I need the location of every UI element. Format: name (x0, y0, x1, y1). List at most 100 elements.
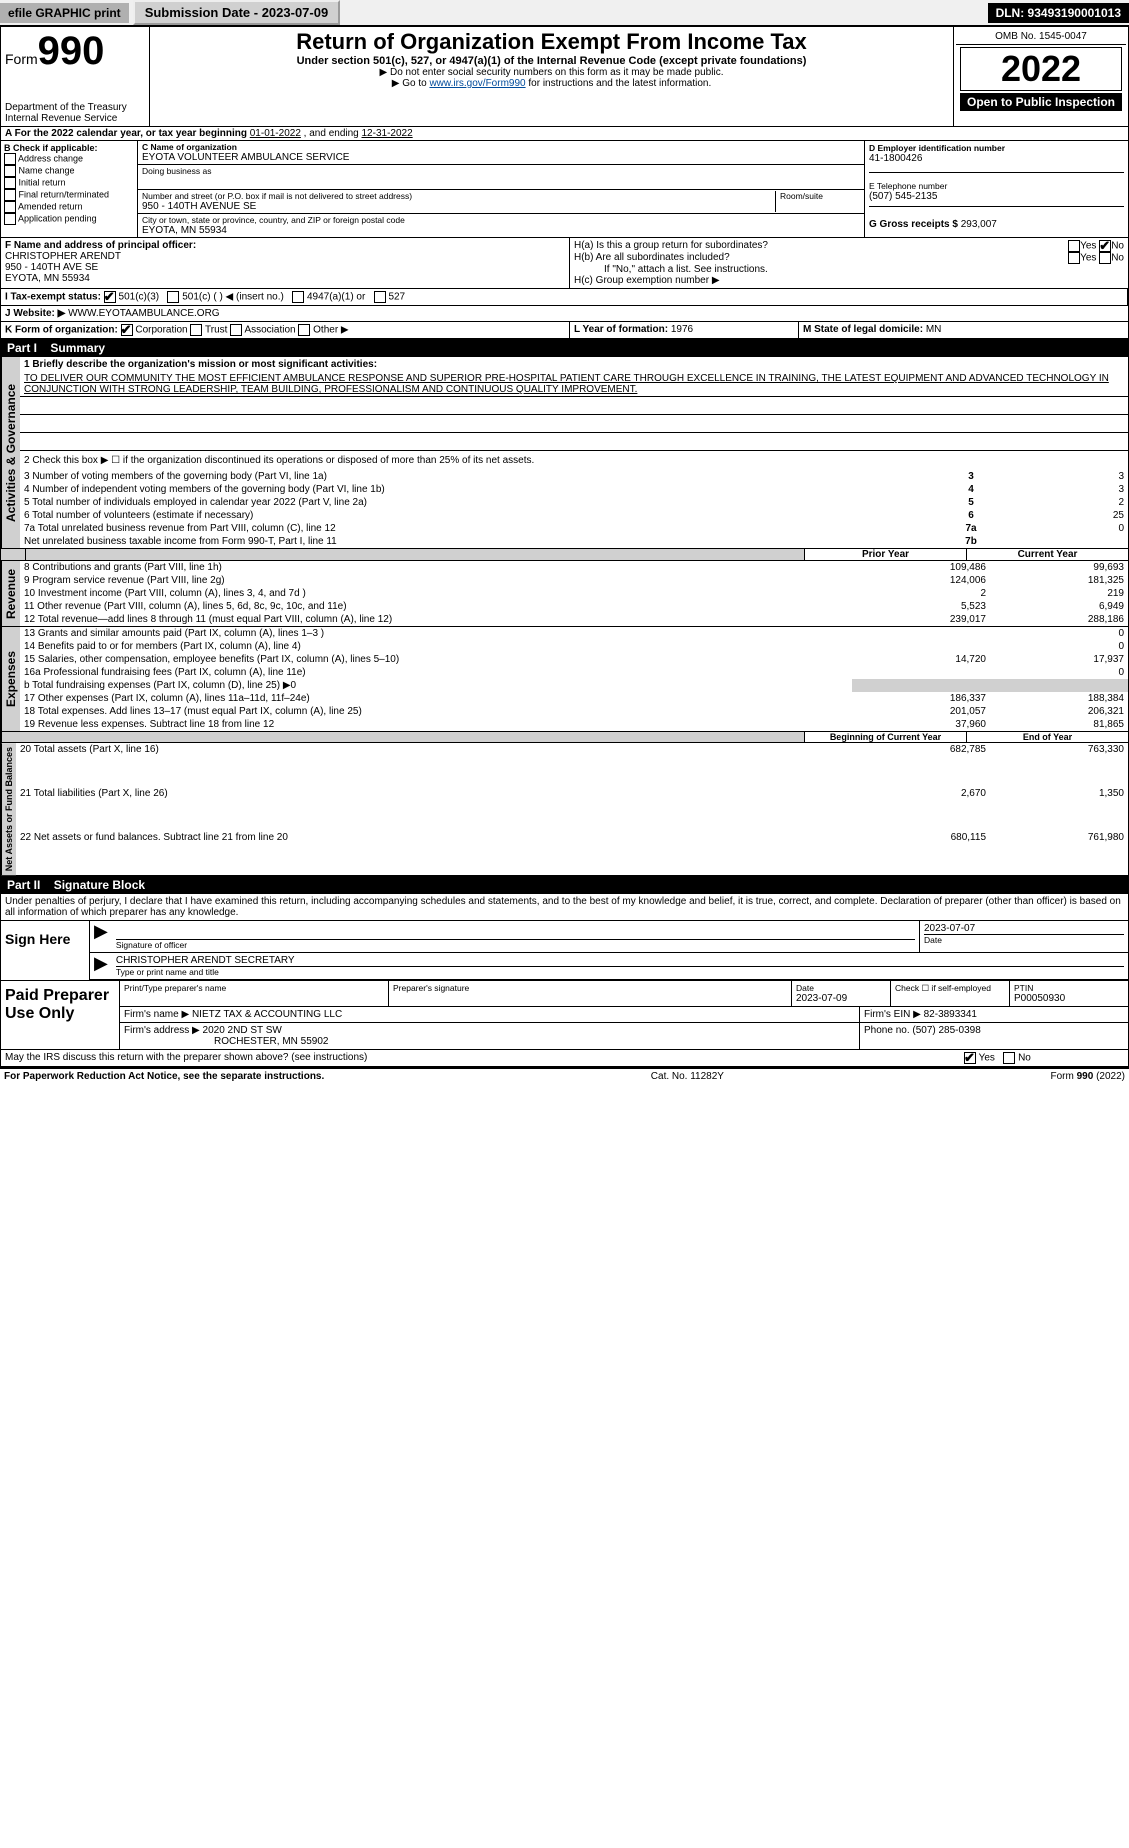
c16b (990, 679, 1128, 692)
n3: 3 (952, 470, 990, 483)
ha-no-checkbox[interactable] (1099, 240, 1111, 252)
officer-name: CHRISTOPHER ARENDT (5, 251, 565, 262)
end-year-header: End of Year (967, 732, 1128, 742)
corp-checkbox[interactable] (121, 324, 133, 336)
q6: 6 Total number of volunteers (estimate i… (20, 509, 952, 522)
r18: 18 Total expenses. Add lines 13–17 (must… (20, 705, 852, 718)
v7a: 0 (990, 522, 1128, 535)
addr-change-label: Address change (18, 153, 83, 163)
501c3-checkbox[interactable] (104, 291, 116, 303)
c9: 181,325 (990, 574, 1128, 587)
r22: 22 Net assets or fund balances. Subtract… (16, 831, 852, 875)
c22: 761,980 (990, 831, 1128, 875)
ha-yes-checkbox[interactable] (1068, 240, 1080, 252)
r9: 9 Program service revenue (Part VIII, li… (20, 574, 852, 587)
sig-officer-label: Signature of officer (116, 939, 915, 950)
netassets-header-row: Beginning of Current Year End of Year (1, 732, 1128, 743)
discuss-yes-checkbox[interactable] (964, 1052, 976, 1064)
dln-label: DLN: 93493190001013 (988, 3, 1129, 23)
mission-text: TO DELIVER OUR COMMUNITY THE MOST EFFICI… (24, 373, 1109, 395)
penalties-text: Under penalties of perjury, I declare th… (1, 894, 1128, 920)
ha-label: H(a) Is this a group return for subordin… (574, 240, 1068, 252)
form-subtitle: Under section 501(c), 527, or 4947(a)(1)… (156, 55, 947, 67)
form-note1: ▶ Do not enter social security numbers o… (156, 67, 947, 78)
assoc-checkbox[interactable] (230, 324, 242, 336)
dept-label: Department of the Treasury (5, 102, 145, 113)
part2-header: Part II Signature Block (1, 876, 1128, 894)
other-checkbox[interactable] (298, 324, 310, 336)
p10: 2 (852, 587, 990, 600)
q3: 3 Number of voting members of the govern… (20, 470, 952, 483)
print-name-label: Print/Type preparer's name (124, 983, 384, 993)
col-b: B Check if applicable: Address change Na… (1, 141, 138, 237)
q7b: Net unrelated business taxable income fr… (20, 535, 952, 548)
c16a: 0 (990, 666, 1128, 679)
phone-label: E Telephone number (869, 173, 1124, 191)
form-header: Form990 Department of the Treasury Inter… (1, 27, 1128, 127)
rowA-end: 12-31-2022 (362, 128, 413, 139)
p11: 5,523 (852, 600, 990, 613)
sig-date-label: Date (924, 934, 1124, 945)
501c-checkbox[interactable] (167, 291, 179, 303)
hb-yes-label: Yes (1080, 253, 1096, 264)
sig-name: CHRISTOPHER ARENDT SECRETARY (116, 955, 1124, 966)
amended-label: Amended return (18, 201, 83, 211)
rowL-label: L Year of formation: (574, 324, 671, 335)
r16a: 16a Professional fundraising fees (Part … (20, 666, 852, 679)
other-label: Other ▶ (313, 325, 348, 336)
rowK-label: K Form of organization: (5, 325, 118, 336)
part2-title: Signature Block (54, 878, 145, 892)
rowM-value: MN (926, 324, 942, 335)
c13: 0 (990, 627, 1128, 640)
discuss-no-label: No (1018, 1053, 1031, 1064)
final-checkbox[interactable] (4, 189, 16, 201)
street-label: Number and street (or P.O. box if mail i… (142, 191, 775, 201)
gross-label: G Gross receipts $ (869, 219, 961, 230)
rowL-value: 1976 (671, 324, 693, 335)
irs-link[interactable]: www.irs.gov/Form990 (429, 78, 525, 89)
n7a: 7a (952, 522, 990, 535)
hb-no-checkbox[interactable] (1099, 252, 1111, 264)
part1-title: Summary (50, 341, 105, 355)
ha-no-label: No (1111, 241, 1124, 252)
form-wrapper: Form990 Department of the Treasury Inter… (0, 26, 1129, 1068)
corp-label: Corporation (135, 325, 187, 336)
footer-mid: Cat. No. 11282Y (651, 1071, 724, 1082)
sig-name-label: Type or print name and title (116, 966, 1124, 977)
header-center: Return of Organization Exempt From Incom… (150, 27, 953, 126)
part1-label: Part I (7, 341, 37, 355)
prep-sig-label: Preparer's signature (393, 983, 787, 993)
city-label: City or town, state or province, country… (142, 215, 860, 225)
c14: 0 (990, 640, 1128, 653)
netassets-table: 20 Total assets (Part X, line 16)682,785… (16, 743, 1128, 875)
ptin-label: PTIN (1014, 983, 1124, 993)
r20: 20 Total assets (Part X, line 16) (16, 743, 852, 787)
addr-change-checkbox[interactable] (4, 153, 16, 165)
q2-label: 2 Check this box ▶ ☐ if the organization… (20, 451, 1128, 470)
initial-checkbox[interactable] (4, 177, 16, 189)
footer-right: Form 990 (2022) (1051, 1071, 1126, 1082)
firm-addr2: ROCHESTER, MN 55902 (124, 1036, 328, 1047)
row-j: J Website: ▶ WWW.EYOTAAMBULANCE.ORG (1, 306, 1128, 322)
p19: 37,960 (852, 718, 990, 731)
p18: 201,057 (852, 705, 990, 718)
submission-date-button[interactable]: Submission Date - 2023-07-09 (133, 0, 341, 25)
begin-year-header: Beginning of Current Year (805, 732, 967, 742)
rowI-label: I Tax-exempt status: (5, 292, 101, 303)
v4: 3 (990, 483, 1128, 496)
amended-checkbox[interactable] (4, 201, 16, 213)
col-c: C Name of organization EYOTA VOLUNTEER A… (138, 141, 865, 237)
form-title: Return of Organization Exempt From Incom… (156, 29, 947, 55)
527-checkbox[interactable] (374, 291, 386, 303)
hb-yes-checkbox[interactable] (1068, 252, 1080, 264)
4947-checkbox[interactable] (292, 291, 304, 303)
form-word: Form (5, 51, 38, 67)
paid-date: 2023-07-09 (796, 993, 886, 1004)
trust-checkbox[interactable] (190, 324, 202, 336)
p16a (852, 666, 990, 679)
name-change-checkbox[interactable] (4, 165, 16, 177)
app-pending-checkbox[interactable] (4, 213, 16, 225)
discuss-no-checkbox[interactable] (1003, 1052, 1015, 1064)
colB-label: B Check if applicable: (4, 143, 134, 153)
open-to-public: Open to Public Inspection (960, 93, 1122, 111)
